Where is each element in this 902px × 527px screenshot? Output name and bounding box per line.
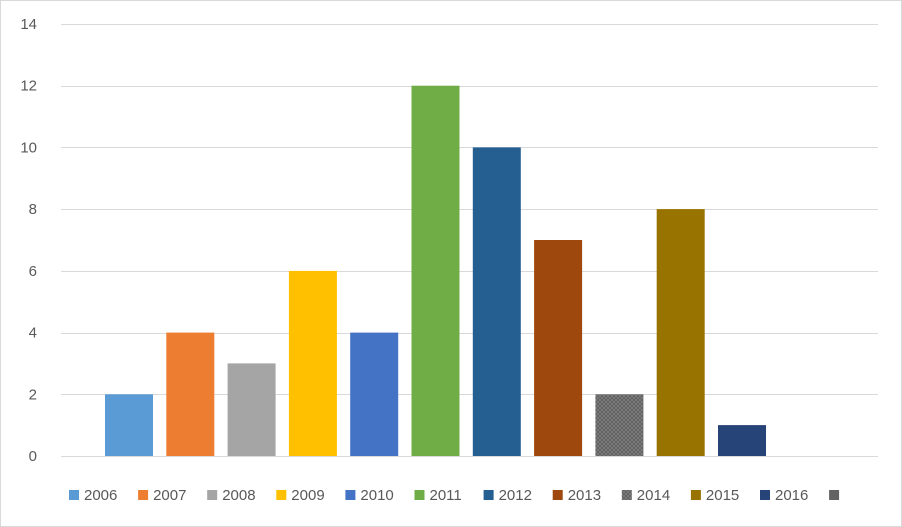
legend-label: 2014: [637, 487, 670, 504]
legend-swatch: [276, 490, 287, 500]
y-tick-label: 0: [29, 448, 37, 465]
legend-swatch: [483, 490, 494, 500]
legend-swatch: [414, 490, 425, 500]
legend: 2006 2007 2008 2009 2010 2011 2012 2013 2014 2015…: [69, 487, 840, 504]
y-tick-label: 14: [20, 16, 37, 33]
bar-2011: [411, 85, 460, 456]
legend-label: 2006: [84, 487, 117, 504]
bar-2012: [472, 147, 521, 456]
legend-label: 2013: [568, 487, 601, 504]
y-tick-label: 8: [29, 201, 37, 218]
bar-2013: [534, 240, 583, 456]
y-tick-label: 12: [20, 78, 37, 95]
legend-label: 2011: [430, 487, 462, 504]
y-axis: 0 2 4 6 8 10 12 14: [20, 16, 37, 465]
legend-swatch: [207, 490, 218, 500]
bar-2008: [227, 363, 276, 456]
bar-2016: [718, 425, 766, 456]
legend-swatch: [760, 490, 770, 500]
bar-2010: [350, 332, 399, 456]
legend-label: 2016: [775, 487, 808, 504]
legend-label: 2009: [291, 487, 324, 504]
y-tick-label: 4: [29, 325, 37, 342]
y-tick-label: 10: [20, 139, 37, 156]
legend-swatch: [138, 490, 149, 500]
legend-swatch: [69, 490, 79, 500]
bar-2009: [288, 270, 337, 456]
bar-2007: [166, 332, 215, 456]
y-tick-label: 2: [29, 386, 37, 403]
bars: [105, 85, 766, 456]
legend-swatch: [829, 490, 840, 500]
legend-label: 2015: [706, 487, 739, 504]
legend-label: 2007: [153, 487, 186, 504]
legend-swatch: [690, 490, 701, 500]
legend-swatch: [621, 490, 632, 500]
legend-swatch: [552, 490, 563, 500]
legend-swatch: [345, 490, 356, 500]
y-tick-label: 6: [29, 263, 37, 280]
bar-2015: [656, 209, 705, 456]
legend-label: 2008: [222, 487, 255, 504]
legend-label: 2010: [360, 487, 393, 504]
legend-label: 2012: [499, 487, 532, 504]
bar-2006: [105, 394, 153, 456]
bar-2014: [595, 394, 644, 456]
